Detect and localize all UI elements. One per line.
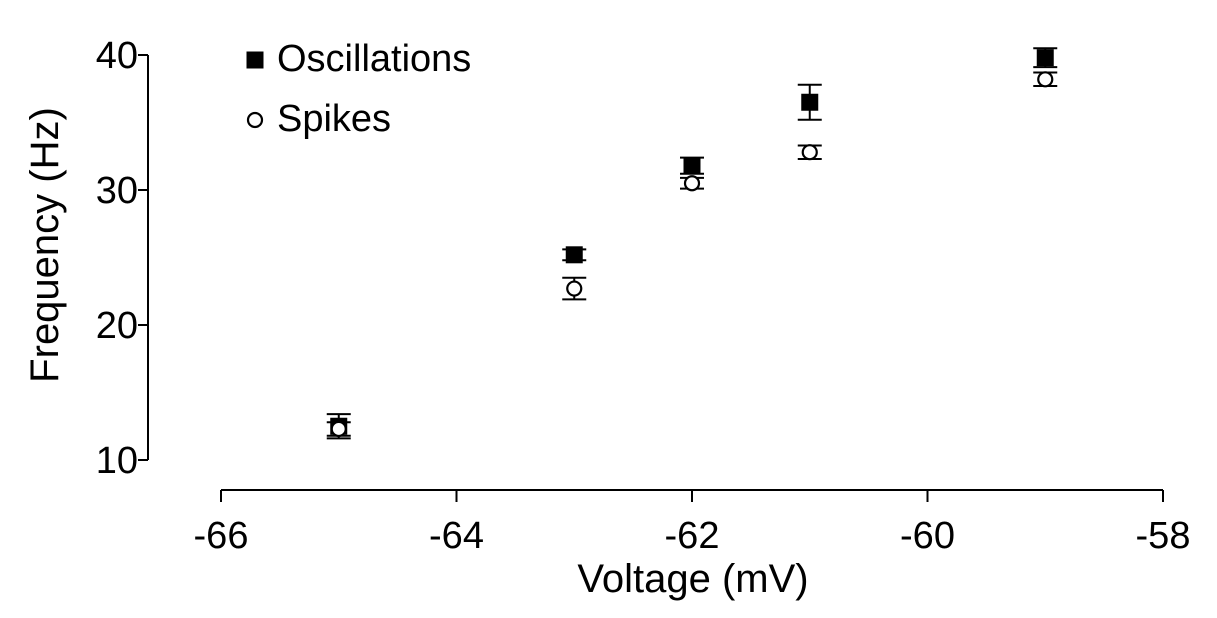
- data-point: [566, 280, 583, 297]
- legend-marker: [246, 111, 264, 129]
- x-tick-label: -60: [900, 515, 955, 557]
- y-tick-label: 40: [96, 35, 138, 77]
- data-point: [801, 144, 818, 161]
- data-point: [683, 175, 701, 192]
- data-point: [683, 157, 701, 175]
- x-axis-title: Voltage (mV): [577, 557, 808, 601]
- x-tick-label: -58: [1136, 515, 1191, 557]
- data-point: [1037, 71, 1054, 88]
- x-tick-label: -62: [665, 515, 720, 557]
- legend-label: Oscillations: [277, 38, 471, 80]
- y-axis-title: Frequency (Hz): [23, 107, 67, 383]
- legend-marker: [246, 51, 264, 69]
- y-tick-label: 20: [96, 305, 138, 347]
- data-point: [565, 246, 583, 264]
- x-tick-label: -64: [429, 515, 484, 557]
- axes: 10 20 30 40 -66 -64 -62 -60 -58: [96, 35, 1191, 557]
- legend-label: Spikes: [277, 98, 391, 140]
- data-point: [330, 420, 347, 438]
- data-point: [801, 93, 819, 111]
- y-tick-label: 30: [96, 170, 138, 212]
- data-points: [326, 47, 1058, 440]
- legend: Oscillations Spikes: [246, 38, 471, 140]
- x-tick-label: -66: [194, 515, 249, 557]
- series-spikes: [326, 71, 1058, 438]
- series-oscillations: [326, 47, 1058, 440]
- y-tick-label: 10: [96, 440, 138, 482]
- data-point: [1036, 49, 1054, 67]
